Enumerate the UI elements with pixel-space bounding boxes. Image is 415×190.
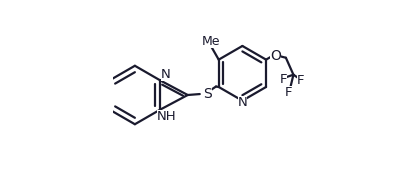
- Text: F: F: [279, 73, 287, 86]
- Text: S: S: [203, 87, 212, 101]
- Text: N: N: [161, 68, 171, 81]
- Text: F: F: [285, 86, 293, 99]
- Text: N: N: [237, 96, 247, 109]
- Text: O: O: [270, 49, 281, 63]
- Text: NH: NH: [157, 110, 177, 123]
- Text: F: F: [297, 74, 305, 87]
- Text: Me: Me: [202, 35, 220, 48]
